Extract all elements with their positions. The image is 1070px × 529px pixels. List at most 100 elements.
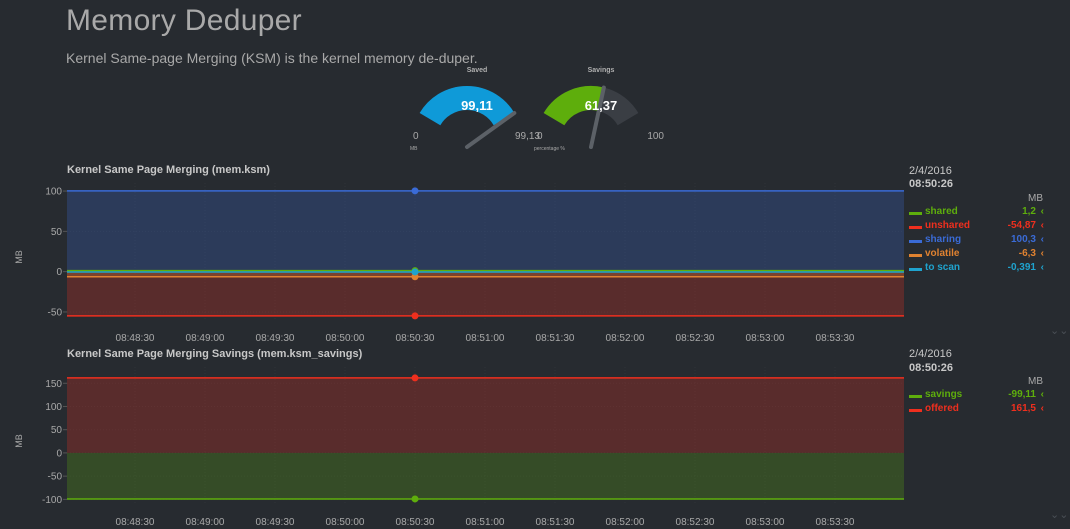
legend-item-sharing[interactable]: sharing 100,3 ‹ bbox=[909, 234, 1044, 248]
x-tick-label: 08:48:30 bbox=[116, 333, 155, 344]
gauge-title: Savings bbox=[587, 67, 615, 74]
y-tick-label: -50 bbox=[48, 307, 63, 318]
legend-name: unshared bbox=[925, 220, 971, 231]
data-point-unshared bbox=[411, 312, 419, 320]
legend-name: to scan bbox=[925, 262, 961, 273]
gauge-savings-dial bbox=[543, 85, 639, 149]
data-point-savings bbox=[411, 495, 419, 503]
x-tick-label: 08:49:30 bbox=[256, 333, 295, 344]
legend-swatch bbox=[909, 395, 922, 398]
resize-handle-icon[interactable]: ⌄⌄ bbox=[1050, 325, 1069, 337]
x-tick-label: 08:53:30 bbox=[816, 517, 855, 528]
y-tick-label: 150 bbox=[45, 379, 62, 390]
legend-value: 100,3 bbox=[1010, 234, 1036, 245]
data-point-to-scan bbox=[411, 268, 419, 276]
legend-swatch bbox=[909, 409, 922, 412]
y-tick-label: 0 bbox=[56, 448, 62, 459]
gauge-value: 99,11 bbox=[461, 98, 493, 113]
x-tick-label: 08:50:30 bbox=[396, 517, 435, 528]
x-tick-label: 08:51:30 bbox=[536, 517, 575, 528]
legend-value: -6,3 bbox=[1018, 248, 1036, 259]
x-tick-label: 08:51:00 bbox=[466, 517, 505, 528]
x-tick-label: 08:50:30 bbox=[396, 333, 435, 344]
x-tick-label: 08:49:30 bbox=[256, 517, 295, 528]
gauge-units: percentage % bbox=[534, 146, 565, 152]
legend-date: 2/4/2016 bbox=[909, 165, 952, 177]
legend-name: shared bbox=[925, 206, 958, 217]
y-tick-label: 0 bbox=[56, 267, 62, 278]
area-sharing bbox=[67, 190, 904, 272]
legend-caret-icon: ‹ bbox=[1040, 389, 1044, 400]
legend-caret-icon: ‹ bbox=[1040, 262, 1044, 273]
legend-name: offered bbox=[925, 403, 959, 414]
legend-item-to-scan[interactable]: to scan -0,391 ‹ bbox=[909, 262, 1044, 276]
legend-time: 08:50:26 bbox=[909, 362, 954, 374]
chart-title: Kernel Same Page Merging Savings (mem.ks… bbox=[67, 348, 363, 360]
gauge-min: 0 bbox=[413, 131, 419, 142]
x-tick-label: 08:53:00 bbox=[746, 333, 785, 344]
data-point-offered bbox=[411, 374, 419, 382]
gauge-min: 0 bbox=[537, 131, 543, 142]
legend-value: -0,391 bbox=[1007, 262, 1036, 273]
area-offered bbox=[67, 377, 904, 453]
y-tick-label: 100 bbox=[45, 187, 62, 198]
x-tick-label: 08:52:00 bbox=[606, 517, 645, 528]
gauge-max: 100 bbox=[647, 131, 664, 142]
legend-name: savings bbox=[925, 389, 963, 400]
x-tick-label: 08:53:30 bbox=[816, 333, 855, 344]
legend-name: volatile bbox=[925, 248, 960, 259]
gauge-max: 99,13 bbox=[514, 131, 540, 142]
legend-item-unshared[interactable]: unshared -54,87 ‹ bbox=[909, 220, 1044, 234]
legend-item-shared[interactable]: shared 1,2 ‹ bbox=[909, 206, 1044, 220]
x-tick-label: 08:51:30 bbox=[536, 333, 575, 344]
x-tick-label: 08:53:00 bbox=[746, 517, 785, 528]
legend-swatch bbox=[909, 268, 922, 271]
area-savings bbox=[67, 452, 904, 499]
legend-value: -99,11 bbox=[1008, 389, 1036, 400]
legend-units: MB bbox=[1028, 376, 1043, 387]
legend-value: -54,87 bbox=[1007, 220, 1036, 231]
x-tick-label: 08:52:00 bbox=[606, 333, 645, 344]
gauge-fill bbox=[419, 86, 515, 126]
y-tick-label: 50 bbox=[51, 425, 63, 436]
chart-ksm[interactable]: 08:48:30 08:49:00 08:49:30 08:50:00 08:50:30… bbox=[0, 165, 905, 345]
x-tick-label: 08:51:00 bbox=[466, 333, 505, 344]
area-volatile bbox=[67, 271, 904, 277]
resize-handle-icon[interactable]: ⌄⌄ bbox=[1050, 509, 1069, 521]
legend-item-volatile[interactable]: volatile -6,3 ‹ bbox=[909, 248, 1044, 262]
data-point-sharing bbox=[411, 187, 419, 195]
gauge-saved-dial bbox=[419, 86, 517, 149]
legend-value: 161,5 bbox=[1010, 403, 1036, 414]
legend-date: 2/4/2016 bbox=[909, 348, 952, 360]
legend-caret-icon: ‹ bbox=[1040, 403, 1044, 414]
x-tick-label: 08:48:30 bbox=[116, 517, 155, 528]
legend-time: 08:50:26 bbox=[909, 178, 954, 190]
gauge-value: 61,37 bbox=[584, 98, 618, 113]
x-tick-label: 08:49:00 bbox=[186, 517, 225, 528]
gauge-saved: Saved 99,11 0 99,13 MB bbox=[410, 64, 542, 154]
legend-name: sharing bbox=[925, 234, 962, 245]
legend-item-savings[interactable]: savings -99,11 ‹ bbox=[909, 389, 1044, 403]
y-tick-label: 100 bbox=[45, 402, 62, 413]
gauge-fill bbox=[543, 86, 604, 126]
area-unshared bbox=[67, 271, 904, 316]
chart-title: Kernel Same Page Merging (mem.ksm) bbox=[67, 164, 270, 176]
gauge-savings: Savings 61,37 0 100 percentage % bbox=[534, 64, 666, 154]
chart-ksm-savings[interactable]: 08:48:30 08:49:00 08:49:30 08:50:00 08:50:30… bbox=[0, 349, 905, 529]
x-tick-label: 08:49:00 bbox=[186, 333, 225, 344]
legend-caret-icon: ‹ bbox=[1040, 234, 1044, 245]
gauge-needle bbox=[465, 110, 517, 149]
legend-swatch bbox=[909, 254, 922, 257]
gauge-needle bbox=[589, 85, 606, 149]
legend-caret-icon: ‹ bbox=[1040, 220, 1044, 231]
x-tick-label: 08:52:30 bbox=[676, 333, 715, 344]
legend-units: MB bbox=[1028, 193, 1043, 204]
legend-item-offered[interactable]: offered 161,5 ‹ bbox=[909, 403, 1044, 417]
legend-caret-icon: ‹ bbox=[1040, 248, 1044, 259]
legend-swatch bbox=[909, 226, 922, 229]
gauge-units: MB bbox=[410, 146, 418, 152]
legend-swatch bbox=[909, 240, 922, 243]
legend-caret-icon: ‹ bbox=[1040, 206, 1044, 217]
y-tick-label: 50 bbox=[51, 227, 63, 238]
x-tick-label: 08:52:30 bbox=[676, 517, 715, 528]
